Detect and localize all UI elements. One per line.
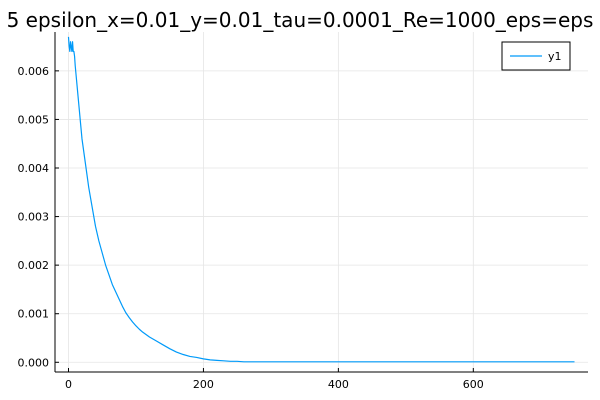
- chart-title: 5 epsilon_x=0.01_y=0.01_tau=0.0001_Re=10…: [7, 8, 594, 32]
- y-tick-label: 0.003: [18, 211, 50, 224]
- x-tick-label: 200: [193, 378, 214, 391]
- series-layer: [67, 36, 575, 363]
- y-tick-label: 0.004: [18, 162, 50, 175]
- x-tick-label: 0: [65, 378, 72, 391]
- legend-label-y1: y1: [548, 50, 562, 63]
- x-tick-label: 400: [328, 378, 349, 391]
- grid-layer: [55, 32, 588, 372]
- axes-layer: 0 200 400 600 0.000 0.001 0.002 0.003 0.004 0.005…: [18, 32, 588, 391]
- y-tick-label: 0.002: [18, 259, 50, 272]
- y-tick-label: 0.006: [18, 65, 50, 78]
- x-tick-label: 600: [463, 378, 484, 391]
- y-tick-label: 0.001: [18, 308, 50, 321]
- legend: y1: [501, 41, 571, 71]
- series-line-y1: [67, 36, 575, 363]
- y-tick-label: 0.005: [18, 113, 50, 126]
- y-tick-label: 0.000: [18, 356, 50, 369]
